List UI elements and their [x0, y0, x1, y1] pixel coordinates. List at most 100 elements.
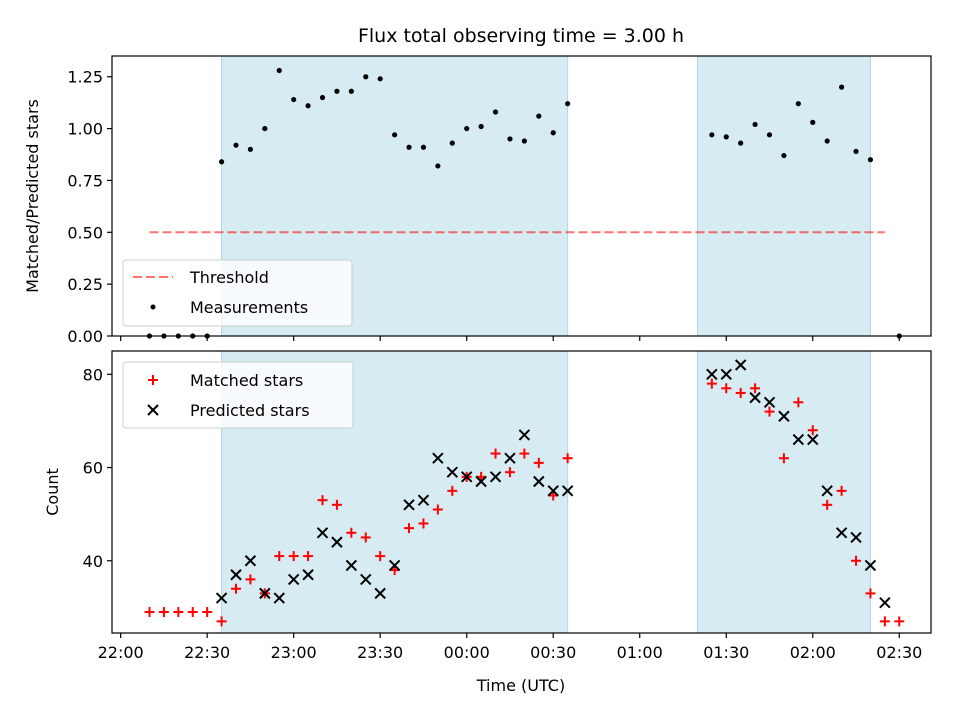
measurement-point [521, 138, 527, 144]
matched-star-point [346, 527, 357, 538]
x-tick-label-0: 22:00 [98, 643, 144, 662]
matched-star-point [447, 485, 458, 496]
matched-star-point [750, 383, 761, 394]
predicted-star-point [734, 359, 747, 371]
matched-star-point [822, 499, 833, 510]
top-legend: Threshold Measurements [122, 259, 353, 327]
predicted-star-point [763, 396, 776, 408]
measurement-point [853, 148, 859, 155]
predicted-star-point [244, 555, 257, 567]
x-tick-label-5: 00:30 [530, 643, 576, 662]
bottom-legend-box [122, 361, 354, 429]
legend-matched-label: Matched stars [190, 371, 303, 390]
predicted-star-point [547, 485, 559, 497]
bottom-y-ticks: 40 60 80 [83, 365, 112, 571]
bottom-x-ticks: 22:00 22:30 23:00 23:30 00:00 00:30 01:00 01:30… [98, 633, 922, 662]
matched-star-point [202, 607, 213, 618]
measurement-points [146, 67, 902, 339]
measurement-point [406, 144, 412, 150]
top-y-tick-label-3: 0.75 [67, 171, 103, 190]
matched-star-point [836, 485, 847, 496]
x-axis-label: Time (UTC) [476, 676, 565, 695]
x-tick-label-8: 02:00 [790, 643, 836, 662]
measurement-point [334, 88, 340, 94]
measurement-point [449, 140, 455, 146]
measurement-point [507, 136, 513, 142]
predicted-star-point [287, 573, 300, 586]
matched-star-point [894, 616, 905, 627]
bottom-panel: 40 60 80 22:00 22:30 23:00 23:30 00:00 00:30 01:… [43, 350, 932, 695]
matched-star-point [490, 448, 501, 459]
top-axes-frame [111, 55, 932, 337]
matched-star-point [706, 378, 717, 389]
bottom-legend: Matched stars Predicted stars [122, 361, 354, 429]
measurement-point [536, 113, 542, 119]
predicted-star-point [461, 471, 473, 483]
predicted-star-point [230, 569, 242, 581]
predicted-star-point [821, 485, 833, 497]
legend-predicted-label: Predicted stars [190, 401, 310, 420]
predicted-star-point [835, 527, 848, 539]
matched-star-point [331, 499, 342, 510]
matched-star-point [288, 551, 299, 562]
measurement-point [392, 132, 398, 138]
predicted-star-point [374, 587, 386, 600]
bottom-axes-frame [111, 350, 932, 634]
x-tick-label-7: 01:30 [703, 643, 749, 662]
measurement-point [435, 163, 441, 169]
predicted-star-point [504, 452, 516, 464]
legend-threshold-label: Threshold [189, 268, 269, 287]
matched-star-point [865, 588, 876, 599]
legend-measurements-label: Measurements [190, 298, 308, 317]
matched-star-point [158, 607, 169, 618]
matched-star-point [778, 453, 789, 464]
measurement-point [247, 146, 254, 152]
measurement-point [752, 121, 758, 128]
matched-star-point [432, 504, 443, 515]
measurement-point [766, 132, 773, 138]
chart-title: Flux total observing time = 3.00 h [358, 25, 684, 47]
measurement-point [233, 142, 239, 148]
matched-star-point [418, 518, 429, 529]
predicted-star-point [432, 452, 444, 464]
measurement-point [824, 138, 830, 144]
legend-matched-marker [148, 375, 158, 385]
predicted-star-point [360, 573, 372, 586]
measurement-point [478, 123, 484, 130]
measurement-point [738, 140, 744, 146]
count-points [144, 359, 905, 627]
matched-star-point [231, 583, 242, 594]
measurement-point [420, 144, 427, 150]
predicted-star-point [446, 466, 458, 478]
measurement-point [464, 125, 470, 132]
x-tick-label-6: 01:00 [617, 643, 663, 662]
matched-star-point [879, 616, 890, 627]
measurement-point [319, 94, 326, 101]
measurement-point [291, 96, 297, 103]
x-tick-label-4: 00:00 [444, 643, 490, 662]
measurement-point [492, 109, 499, 115]
predicted-star-point [720, 368, 732, 381]
predicted-star-point [807, 433, 819, 446]
top-y-tick-label-0: 0.00 [67, 327, 103, 346]
matched-star-point [533, 457, 544, 468]
matched-star-point [187, 607, 198, 618]
measurement-point [709, 132, 715, 138]
top-legend-box [122, 259, 353, 327]
bottom-y-tick-label-0: 40 [83, 552, 103, 571]
matched-star-point [735, 387, 746, 398]
predicted-star-point [706, 368, 718, 381]
top-y-ticks: 0.00 0.25 0.50 0.75 1.00 1.25 [67, 68, 112, 346]
top-y-tick-label-1: 0.25 [67, 275, 103, 294]
top-y-tick-label-2: 0.50 [67, 223, 103, 242]
measurement-point [276, 67, 282, 74]
x-tick-label-9: 02:30 [876, 643, 922, 662]
predicted-star-point [792, 433, 805, 446]
measurement-point [867, 157, 874, 163]
measurement-point [723, 134, 729, 140]
predicted-star-point [533, 475, 545, 488]
matched-star-point [317, 495, 328, 506]
matched-star-point [303, 551, 314, 562]
legend-predicted-marker [147, 404, 159, 416]
measurement-point [565, 101, 571, 107]
